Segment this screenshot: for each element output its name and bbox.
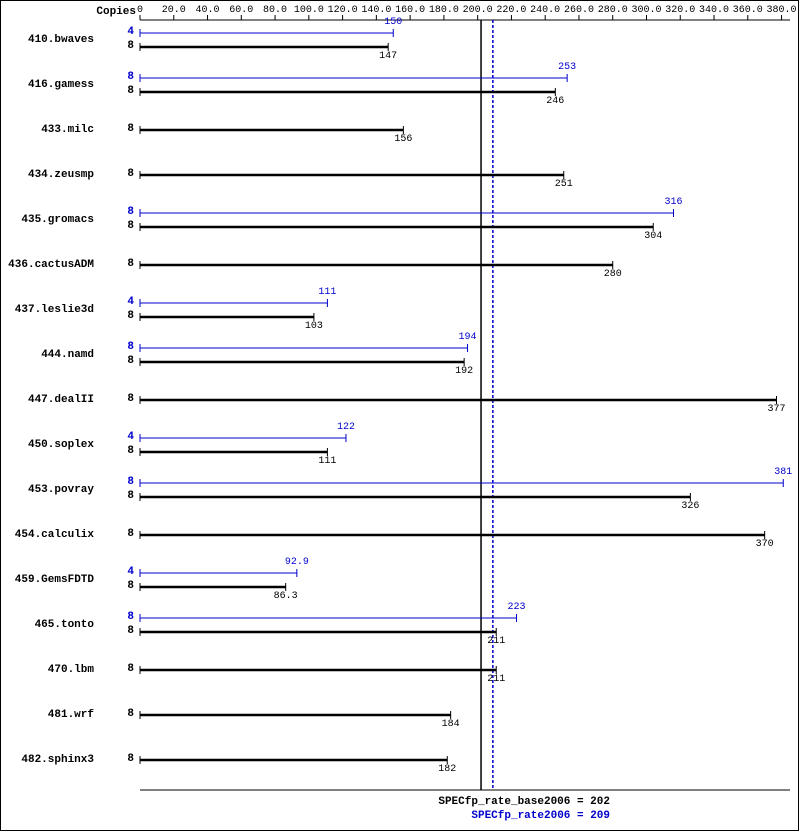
x-tick-label: 320.0 (665, 5, 695, 16)
copies-value: 8 (112, 40, 134, 52)
copies-value: 8 (112, 393, 134, 405)
x-tick-label: 300.0 (631, 5, 661, 16)
copies-value: 8 (112, 625, 134, 637)
benchmark-name: 433.milc (4, 124, 94, 136)
copies-value: 8 (112, 490, 134, 502)
benchmark-name: 470.lbm (4, 664, 94, 676)
axis-copies-header: Copies (92, 6, 136, 18)
x-tick-label: 280.0 (598, 5, 628, 16)
copies-value: 8 (112, 71, 134, 83)
bar-value: 280 (604, 269, 622, 280)
bar-value: 156 (394, 134, 412, 145)
copies-value: 8 (112, 341, 134, 353)
bar-value: 211 (487, 636, 505, 647)
copies-value: 8 (112, 580, 134, 592)
x-tick-label: 40.0 (196, 5, 220, 16)
bar-value: 192 (455, 366, 473, 377)
bar-value: 326 (681, 501, 699, 512)
copies-value: 4 (112, 296, 134, 308)
footer-summary: SPECfp_rate2006 = 209 (0, 810, 610, 822)
benchmark-name: 435.gromacs (4, 214, 94, 226)
benchmark-name: 437.leslie3d (4, 304, 94, 316)
x-tick-label: 220.0 (496, 5, 526, 16)
copies-value: 8 (112, 445, 134, 457)
x-tick-label: 260.0 (564, 5, 594, 16)
copies-value: 8 (112, 123, 134, 135)
benchmark-name: 447.dealII (4, 394, 94, 406)
bar-value: 316 (664, 197, 682, 208)
x-tick-label: 360.0 (733, 5, 763, 16)
benchmark-name: 410.bwaves (4, 34, 94, 46)
copies-value: 4 (112, 566, 134, 578)
benchmark-name: 454.calculix (4, 529, 94, 541)
copies-value: 8 (112, 220, 134, 232)
benchmark-name: 481.wrf (4, 709, 94, 721)
copies-value: 8 (112, 663, 134, 675)
x-tick-label: 180.0 (429, 5, 459, 16)
bar-value: 304 (644, 231, 662, 242)
copies-value: 8 (112, 355, 134, 367)
bar-value: 111 (318, 456, 336, 467)
copies-value: 8 (112, 753, 134, 765)
copies-value: 8 (112, 258, 134, 270)
bar-value: 92.9 (285, 557, 309, 568)
benchmark-name: 450.soplex (4, 439, 94, 451)
footer-summary: SPECfp_rate_base2006 = 202 (0, 796, 610, 808)
bar-value: 150 (384, 17, 402, 28)
x-tick-label: 0 (137, 5, 143, 16)
benchmark-name: 416.gamess (4, 79, 94, 91)
bar-value: 381 (774, 467, 792, 478)
bar-value: 223 (507, 602, 525, 613)
x-tick-label: 60.0 (229, 5, 253, 16)
copies-value: 8 (112, 206, 134, 218)
benchmark-name: 453.povray (4, 484, 94, 496)
copies-value: 8 (112, 85, 134, 97)
bar-value: 103 (305, 321, 323, 332)
bar-value: 194 (459, 332, 477, 343)
bar-value: 251 (555, 179, 573, 190)
x-tick-label: 240.0 (530, 5, 560, 16)
copies-value: 8 (112, 611, 134, 623)
x-tick-label: 160.0 (395, 5, 425, 16)
copies-value: 8 (112, 528, 134, 540)
bar-value: 211 (487, 674, 505, 685)
bar-value: 86.3 (274, 591, 298, 602)
bar-value: 122 (337, 422, 355, 433)
bar-value: 184 (442, 719, 460, 730)
x-tick-label: 380.0 (767, 5, 797, 16)
benchmark-name: 482.sphinx3 (4, 754, 94, 766)
benchmark-name: 434.zeusmp (4, 169, 94, 181)
benchmark-name: 436.cactusADM (4, 259, 94, 271)
copies-value: 4 (112, 431, 134, 443)
copies-value: 8 (112, 476, 134, 488)
copies-value: 4 (112, 26, 134, 38)
bar-value: 377 (767, 404, 785, 415)
x-tick-label: 340.0 (699, 5, 729, 16)
x-tick-label: 80.0 (263, 5, 287, 16)
copies-value: 8 (112, 168, 134, 180)
bar-value: 253 (558, 62, 576, 73)
benchmark-name: 465.tonto (4, 619, 94, 631)
x-tick-label: 200.0 (463, 5, 493, 16)
copies-value: 8 (112, 310, 134, 322)
bar-value: 246 (546, 96, 564, 107)
benchmark-name: 444.namd (4, 349, 94, 361)
x-tick-label: 140.0 (361, 5, 391, 16)
benchmark-name: 459.GemsFDTD (4, 574, 94, 586)
x-tick-label: 100.0 (294, 5, 324, 16)
bar-value: 111 (318, 287, 336, 298)
bar-value: 147 (379, 51, 397, 62)
bar-value: 182 (438, 764, 456, 775)
x-tick-label: 20.0 (162, 5, 186, 16)
bar-value: 370 (756, 539, 774, 550)
x-tick-label: 120.0 (328, 5, 358, 16)
copies-value: 8 (112, 708, 134, 720)
